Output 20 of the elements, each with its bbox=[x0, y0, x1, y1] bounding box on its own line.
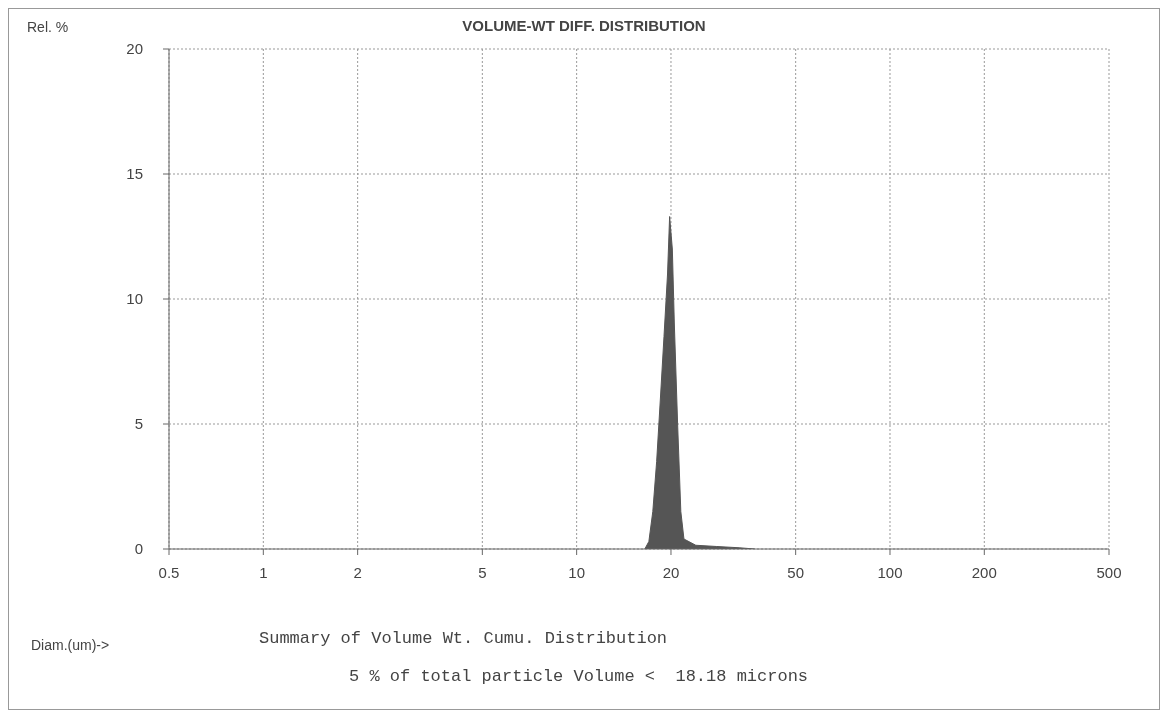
text: Summary of Volume Wt. Cumu. Distribution bbox=[259, 629, 668, 648]
y-tick-label: 20 bbox=[126, 40, 143, 58]
x-tick-label: 2 bbox=[353, 563, 362, 581]
text: 5 % of total particle Volume < 18.18 microns bbox=[349, 667, 809, 686]
x-tick-label: 10 bbox=[568, 563, 585, 581]
x-tick-label: 5 bbox=[478, 563, 487, 581]
y-axis-title: Rel. % bbox=[27, 19, 69, 35]
y-tick-label: 5 bbox=[134, 415, 143, 433]
chart-title: VOLUME-WT DIFF. DISTRIBUTION bbox=[462, 17, 706, 34]
x-tick-label: 20 bbox=[662, 563, 680, 581]
x-axis-title: Diam.(um)-> bbox=[31, 637, 110, 653]
x-tick-label: 1 bbox=[259, 563, 268, 581]
x-tick-label: 50 bbox=[787, 563, 805, 581]
x-tick-label: 500 bbox=[1096, 563, 1122, 581]
y-tick-label: 0 bbox=[134, 540, 143, 558]
x-tick-label: 100 bbox=[877, 563, 903, 581]
x-tick-label: 200 bbox=[971, 563, 997, 581]
x-tick-label: 0.5 bbox=[158, 563, 180, 581]
y-tick-label: 10 bbox=[126, 290, 143, 308]
y-tick-label: 15 bbox=[126, 165, 143, 183]
